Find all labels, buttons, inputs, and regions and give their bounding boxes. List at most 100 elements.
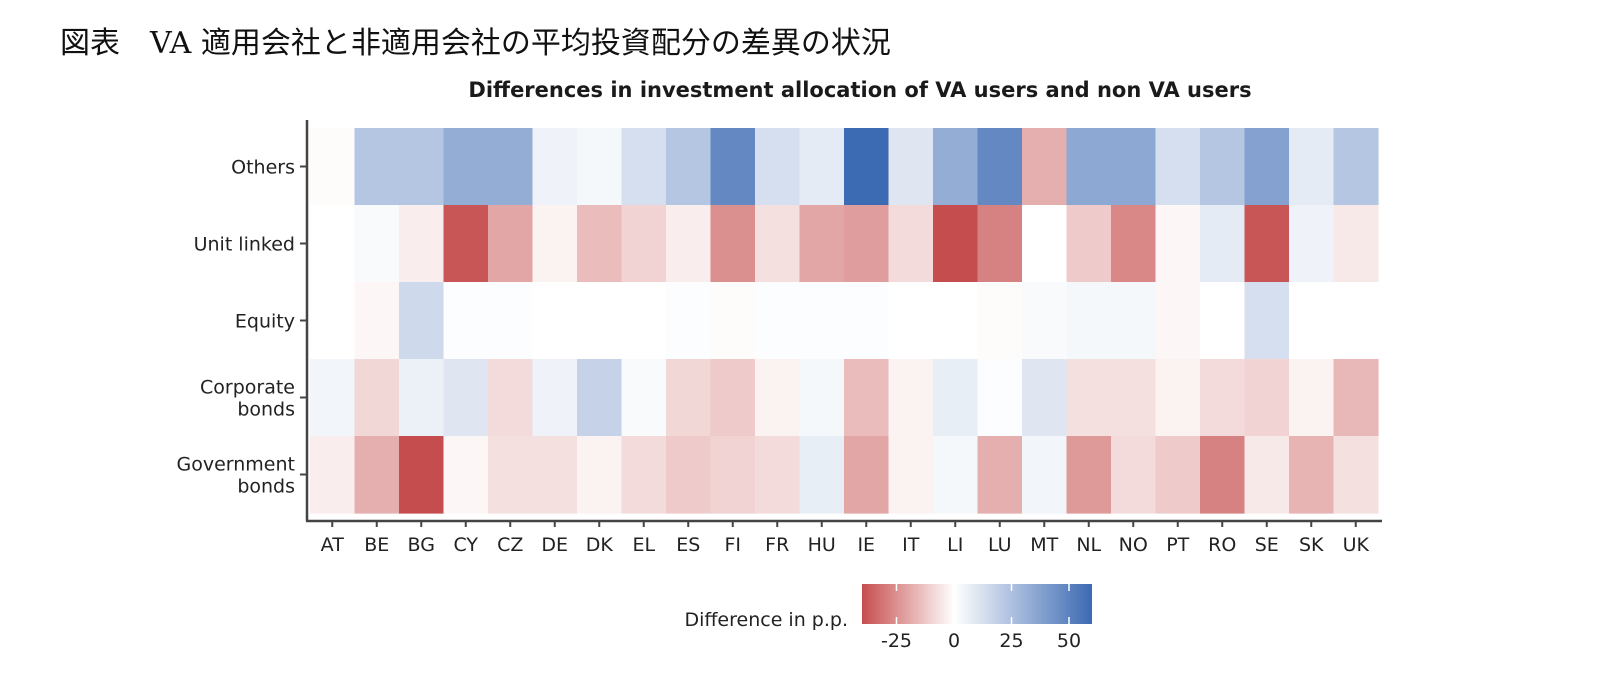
heatmap-cell <box>354 282 400 360</box>
x-tick-label: FI <box>724 534 741 556</box>
heatmap-cells <box>310 128 1379 514</box>
heatmap-cell <box>755 436 801 514</box>
heatmap-cell <box>488 436 534 514</box>
heatmap-cell <box>888 282 934 360</box>
chart-title: Differences in investment allocation of … <box>468 78 1251 102</box>
colorbar-tick-label: -25 <box>881 630 912 652</box>
heatmap-cell <box>1022 282 1068 360</box>
heatmap-cell <box>799 359 845 437</box>
heatmap-cell <box>443 436 489 514</box>
heatmap-cell <box>577 205 623 283</box>
heatmap-cell <box>844 436 890 514</box>
heatmap-cell <box>399 205 445 283</box>
heatmap-cell <box>310 436 356 514</box>
heatmap-cell <box>888 359 934 437</box>
heatmap-cell <box>577 359 623 437</box>
x-tick-label: MT <box>1030 534 1058 556</box>
heatmap-cell <box>710 436 756 514</box>
heatmap-cell <box>1022 205 1068 283</box>
heatmap-cell <box>1289 359 1335 437</box>
x-tick-label: LU <box>988 534 1012 556</box>
heatmap-cell <box>532 359 578 437</box>
heatmap-cell <box>310 359 356 437</box>
heatmap-cell <box>310 282 356 360</box>
x-tick-label: SK <box>1299 534 1324 556</box>
heatmap-cell <box>1244 282 1290 360</box>
heatmap-cell <box>977 359 1023 437</box>
heatmap-cell <box>666 359 712 437</box>
y-tick-label: Equity <box>235 311 295 333</box>
heatmap-cell <box>1155 282 1201 360</box>
heatmap-cell <box>1289 205 1335 283</box>
heatmap-cell <box>1066 282 1112 360</box>
heatmap-cell <box>1111 436 1157 514</box>
heatmap-cell <box>1200 436 1246 514</box>
colorbar-ticks: -25 0 25 50 <box>881 584 1081 652</box>
heatmap-cell <box>1111 205 1157 283</box>
heatmap-cell <box>1200 128 1246 206</box>
heatmap-cell <box>933 128 979 206</box>
heatmap-cell <box>755 205 801 283</box>
heatmap-cell <box>577 282 623 360</box>
heatmap-cell <box>488 282 534 360</box>
heatmap-cell <box>621 282 667 360</box>
heatmap-cell <box>799 128 845 206</box>
x-tick-label: BG <box>408 534 435 556</box>
heatmap-cell <box>977 128 1023 206</box>
heatmap-cell <box>666 436 712 514</box>
heatmap-cell <box>621 436 667 514</box>
heatmap-cell <box>354 359 400 437</box>
heatmap-cell <box>755 128 801 206</box>
heatmap-cell <box>1289 128 1335 206</box>
x-tick-label: NL <box>1076 534 1101 556</box>
y-tick-label: Unit linked <box>194 234 295 256</box>
heatmap-cell <box>532 128 578 206</box>
heatmap-cell <box>443 282 489 360</box>
heatmap-cell <box>310 205 356 283</box>
x-tick-label: EL <box>632 534 655 556</box>
heatmap-cell <box>799 205 845 283</box>
heatmap-cell <box>532 282 578 360</box>
y-tick-label: Others <box>231 157 295 179</box>
heatmap-cell <box>354 205 400 283</box>
color-legend: Difference in p.p. -25 0 25 50 <box>684 584 1092 652</box>
x-tick-label: AT <box>321 534 345 556</box>
heatmap-cell <box>888 128 934 206</box>
heatmap-cell <box>710 128 756 206</box>
heatmap-cell <box>399 128 445 206</box>
x-tick-label: PT <box>1166 534 1189 556</box>
x-tick-label: RO <box>1208 534 1236 556</box>
x-tick-label: ES <box>676 534 700 556</box>
heatmap-cell <box>399 359 445 437</box>
colorbar-tick-label: 0 <box>948 630 960 652</box>
heatmap-cell <box>1111 128 1157 206</box>
heatmap-cell <box>1333 359 1379 437</box>
heatmap-cell <box>1200 359 1246 437</box>
heatmap-cell <box>488 205 534 283</box>
heatmap-cell <box>1111 359 1157 437</box>
heatmap-cell <box>710 282 756 360</box>
figure-caption: 図表 VA 適用会社と非適用会社の平均投資配分の差異の状況 <box>60 26 891 61</box>
heatmap-cell <box>799 436 845 514</box>
heatmap-cell <box>621 205 667 283</box>
heatmap-cell <box>1200 282 1246 360</box>
x-tick-label: SE <box>1255 534 1279 556</box>
x-tick-label: CY <box>453 534 478 556</box>
heatmap-cell <box>1200 205 1246 283</box>
heatmap-cell <box>577 436 623 514</box>
heatmap-cell <box>310 128 356 206</box>
heatmap-cell <box>621 359 667 437</box>
x-tick-label: DE <box>541 534 568 556</box>
heatmap-cell <box>1111 282 1157 360</box>
heatmap-cell <box>621 128 667 206</box>
x-tick-label: FR <box>765 534 789 556</box>
heatmap-cell <box>710 205 756 283</box>
x-tick-label: HU <box>808 534 836 556</box>
x-tick-label: BE <box>364 534 389 556</box>
heatmap-cell <box>844 128 890 206</box>
heatmap-cell <box>844 282 890 360</box>
y-axis-ticks: Others Unit linked Equity Corporate bonds Gov… <box>177 157 307 498</box>
heatmap-cell <box>1333 128 1379 206</box>
x-tick-label: LI <box>947 534 963 556</box>
